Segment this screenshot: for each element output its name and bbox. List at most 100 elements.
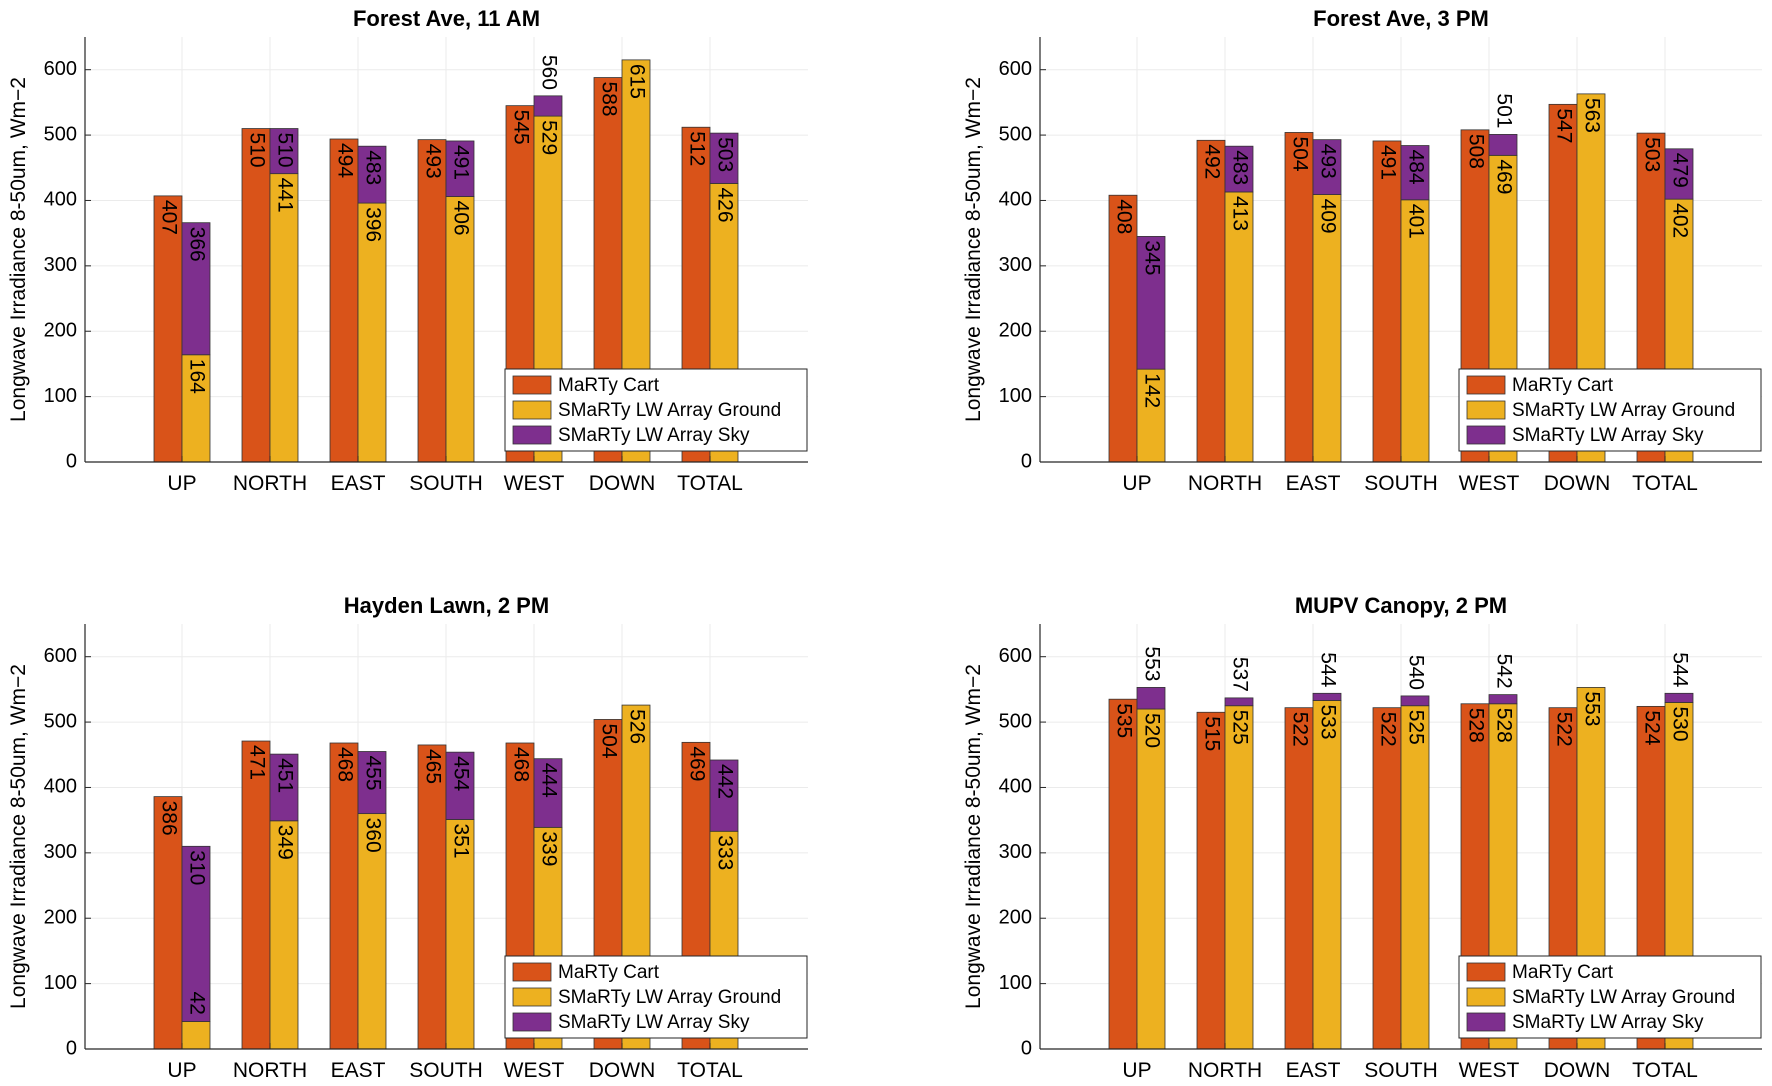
data-label-ground: 533	[1316, 705, 1339, 740]
y-tick-label: 200	[999, 320, 1032, 342]
data-label-total: 484	[1404, 150, 1427, 185]
bar-sky	[1312, 139, 1342, 195]
y-tick-label: 0	[1021, 1037, 1032, 1059]
legend-entry: MaRTy Cart	[1512, 962, 1614, 983]
legend-entry: MaRTy Cart	[1512, 375, 1614, 396]
legend: MaRTy Cart SMaRTy LW Array Ground SMaRTy L…	[504, 955, 808, 1039]
x-tick-label: EAST	[331, 1059, 386, 1082]
legend-entry: SMaRTy LW Array Sky	[1512, 1012, 1704, 1033]
data-label-ground: 164	[185, 359, 208, 394]
x-tick-label: SOUTH	[409, 1059, 483, 1082]
x-tick-label: EAST	[1286, 472, 1341, 495]
bar-sky	[709, 759, 739, 832]
data-label-total: 451	[273, 758, 296, 793]
data-label-cart: 493	[421, 144, 444, 179]
y-tick-label: 100	[999, 385, 1032, 407]
bar-sky	[1488, 694, 1518, 705]
y-tick-label: 500	[44, 123, 77, 145]
data-label-cart: 547	[1552, 108, 1575, 143]
legend-entry: SMaRTy LW Array Sky	[1512, 425, 1704, 446]
legend-swatch	[512, 400, 552, 420]
data-label-ground: 142	[1140, 373, 1163, 408]
bar-cart	[417, 744, 447, 1050]
y-tick-label: 400	[44, 776, 77, 798]
data-label-ground: 520	[1140, 713, 1163, 748]
x-tick-label: WEST	[504, 472, 565, 495]
legend-swatch	[1466, 1012, 1506, 1032]
bar-sky	[1312, 692, 1342, 701]
data-label-total: 553	[1140, 646, 1163, 681]
x-tick-label: EAST	[1286, 1059, 1341, 1082]
data-label-total: 345	[1140, 240, 1163, 275]
bar-ground	[357, 202, 387, 463]
legend-swatch	[512, 987, 552, 1007]
y-tick-label: 100	[44, 972, 77, 994]
data-label-total: 560	[537, 55, 560, 90]
legend-swatch	[512, 1012, 552, 1032]
bar-ground	[445, 196, 475, 463]
chart-panel-3: 386 42 310 UP 471 349 451 NORTH 468 360 455 EAST 465…	[7, 593, 808, 1082]
data-label-cart: 468	[509, 747, 532, 782]
legend-swatch	[1466, 400, 1506, 420]
bar-sky	[357, 145, 387, 204]
data-label-ground: 42	[185, 992, 208, 1015]
y-tick-label: 500	[44, 710, 77, 732]
data-label-ground: 406	[449, 201, 472, 236]
legend-entry: SMaRTy LW Array Ground	[558, 987, 781, 1008]
legend-swatch	[1466, 962, 1506, 982]
data-label-cart: 522	[1552, 712, 1575, 747]
y-tick-label: 0	[66, 450, 77, 472]
bar-sky	[445, 140, 475, 197]
bar-sky	[533, 95, 563, 117]
bar-cart	[1284, 707, 1314, 1050]
data-label-cart: 522	[1288, 712, 1311, 747]
bar-cart	[241, 740, 271, 1050]
data-label-total: 483	[361, 150, 384, 185]
bar-sky	[1224, 697, 1254, 707]
x-tick-label: DOWN	[589, 472, 656, 495]
bar-ground	[1136, 368, 1166, 463]
data-label-ground: 413	[1228, 196, 1251, 231]
y-tick-label: 400	[999, 189, 1032, 211]
data-label-total: 503	[713, 137, 736, 172]
x-tick-label: UP	[1122, 472, 1151, 495]
chart-title: Hayden Lawn, 2 PM	[344, 593, 549, 618]
data-label-ground: 525	[1404, 710, 1427, 745]
legend-entry: MaRTy Cart	[558, 375, 660, 396]
y-tick-label: 500	[999, 710, 1032, 732]
data-label-total: 310	[185, 850, 208, 885]
bar-cart	[1284, 132, 1314, 463]
x-tick-label: WEST	[1459, 472, 1520, 495]
data-label-cart: 408	[1112, 199, 1135, 234]
y-tick-label: 400	[44, 189, 77, 211]
data-label-ground: 563	[1580, 98, 1603, 133]
data-label-total: 537	[1228, 657, 1251, 692]
legend-box	[504, 368, 808, 452]
legend: MaRTy Cart SMaRTy LW Array Ground SMaRTy L…	[1458, 955, 1762, 1039]
x-tick-label: UP	[167, 472, 196, 495]
chart-title: Forest Ave, 3 PM	[1313, 6, 1489, 31]
data-label-cart: 491	[1376, 145, 1399, 180]
data-label-ground: 339	[537, 831, 560, 866]
legend: MaRTy Cart SMaRTy LW Array Ground SMaRTy L…	[504, 368, 808, 452]
bar-sky	[357, 751, 387, 815]
data-label-total: 366	[185, 227, 208, 262]
legend-swatch	[512, 962, 552, 982]
data-label-cart: 510	[245, 133, 268, 168]
data-label-ground: 615	[625, 64, 648, 99]
data-label-cart: 535	[1112, 703, 1135, 738]
y-tick-label: 200	[44, 907, 77, 929]
x-tick-label: NORTH	[233, 1059, 307, 1082]
bar-sky	[181, 222, 211, 356]
data-label-total: 479	[1668, 153, 1691, 188]
data-label-ground: 528	[1492, 708, 1515, 743]
data-label-total: 455	[361, 756, 384, 791]
data-label-ground: 530	[1668, 706, 1691, 741]
legend-entry: SMaRTy LW Array Ground	[1512, 987, 1735, 1008]
y-tick-label: 600	[44, 58, 77, 80]
bar-cart	[1108, 194, 1138, 463]
bar-cart	[417, 139, 447, 463]
y-tick-label: 600	[999, 58, 1032, 80]
data-label-cart: 524	[1640, 710, 1663, 745]
